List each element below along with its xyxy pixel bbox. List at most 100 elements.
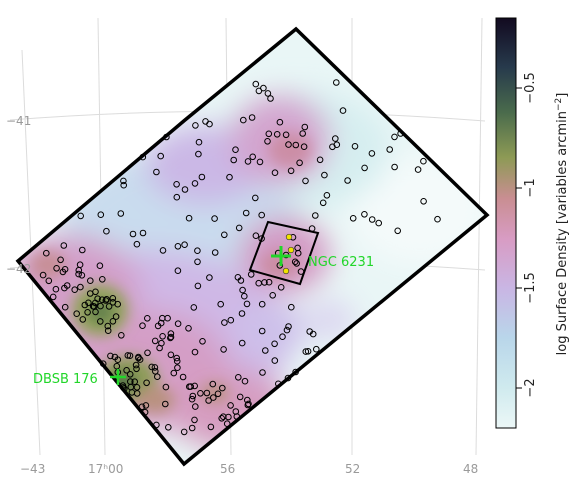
star-marker	[285, 141, 292, 148]
star-marker	[230, 156, 237, 164]
colorbar-ticks: −0.5 −1 −1.5 −2	[516, 72, 538, 398]
star-marker	[277, 284, 285, 291]
star-marker	[174, 320, 182, 328]
star-marker	[275, 380, 282, 388]
star-marker	[138, 403, 146, 411]
x-tick-label: −43	[20, 462, 45, 476]
star-marker	[52, 285, 60, 293]
star-marker	[316, 156, 324, 164]
colorbar-gradient	[496, 18, 516, 428]
star-marker	[78, 272, 86, 279]
star-marker	[139, 322, 146, 330]
star-marker	[203, 389, 211, 397]
star-marker	[192, 122, 199, 129]
star-marker	[265, 130, 273, 138]
star-marker	[323, 192, 331, 199]
star-marker	[181, 186, 189, 193]
star-marker	[85, 299, 92, 307]
star-marker	[191, 382, 198, 390]
star-marker	[167, 330, 175, 337]
star-marker	[99, 360, 107, 368]
star-marker	[197, 390, 204, 397]
star-marker	[79, 246, 86, 254]
star-marker	[304, 348, 312, 355]
star-marker	[397, 130, 404, 137]
star-marker	[273, 131, 281, 138]
star-marker	[167, 334, 174, 342]
star-marker	[271, 169, 279, 176]
star-marker	[194, 258, 201, 266]
star-marker	[148, 363, 155, 371]
star-marker	[104, 327, 112, 335]
star-marker	[112, 313, 120, 320]
star-marker	[210, 394, 217, 401]
star-marker	[167, 351, 175, 359]
star-marker	[75, 270, 82, 278]
star-marker	[258, 300, 266, 308]
star-marker	[319, 199, 327, 207]
star-marker	[167, 333, 175, 341]
star-marker	[156, 344, 163, 352]
star-marker	[185, 214, 193, 222]
star-marker	[86, 290, 94, 297]
star-marker	[96, 262, 104, 270]
star-marker	[151, 364, 159, 371]
star-marker	[245, 400, 252, 408]
star-marker	[302, 348, 310, 355]
star-marker	[375, 219, 383, 227]
star-marker	[227, 402, 234, 409]
star-marker	[126, 352, 134, 360]
star-marker	[234, 274, 242, 281]
star-marker	[57, 256, 64, 264]
star-marker	[190, 304, 198, 311]
star-marker	[368, 150, 376, 157]
star-marker	[71, 286, 78, 294]
star-marker	[258, 235, 265, 242]
star-marker	[294, 244, 301, 252]
star-marker	[361, 164, 368, 172]
star-marker	[192, 403, 199, 410]
star-marker	[300, 143, 308, 150]
colorbar-title: log Surface Density [variables arcmin−2]	[554, 93, 570, 356]
star-marker	[77, 283, 84, 291]
star-marker	[252, 232, 260, 239]
star-marker	[308, 225, 316, 232]
star-marker	[312, 212, 319, 219]
y-tick-label: −42	[6, 262, 31, 276]
star-marker	[264, 138, 271, 145]
star-marker	[240, 116, 247, 124]
star-marker	[103, 296, 110, 303]
star-marker	[261, 279, 268, 286]
star-marker	[221, 231, 228, 239]
star-marker	[170, 369, 178, 377]
x-tick-label: 48	[463, 462, 478, 476]
star-marker	[92, 299, 99, 307]
colorbar-tick-label: −0.5	[523, 72, 538, 104]
star-marker	[244, 158, 252, 165]
star-marker	[188, 424, 196, 432]
star-marker	[105, 303, 113, 310]
star-marker	[123, 367, 130, 374]
star-marker	[151, 337, 159, 345]
star-marker	[368, 216, 376, 223]
star-marker	[89, 303, 97, 310]
star-marker	[220, 346, 227, 353]
star-marker	[87, 277, 94, 285]
star-marker	[269, 292, 277, 299]
star-marker	[225, 413, 232, 421]
star-marker	[211, 215, 218, 222]
star-marker	[333, 141, 341, 148]
star-marker	[236, 393, 244, 401]
highlight-star	[287, 246, 295, 254]
star-marker	[214, 390, 222, 398]
star-marker	[279, 333, 286, 341]
star-marker	[162, 383, 170, 391]
star-marker	[181, 241, 188, 248]
star-marker	[211, 249, 219, 256]
star-marker	[120, 177, 127, 185]
star-marker	[133, 365, 140, 373]
grid-ra-48	[475, 17, 483, 456]
star-marker	[276, 118, 284, 126]
star-marker	[209, 380, 217, 388]
star-marker	[133, 390, 141, 397]
